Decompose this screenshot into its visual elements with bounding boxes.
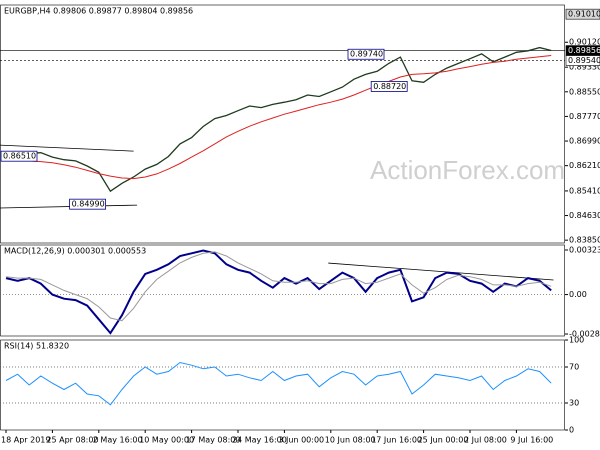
series-line <box>5 251 552 322</box>
x-tick-label: 10 May 00:00 <box>139 436 194 445</box>
panel-frame <box>0 244 565 337</box>
annotation-label: 0.89740 <box>350 50 383 59</box>
y-tick-label: 0.003239 <box>569 246 600 255</box>
price-level-label: 0.89540 <box>568 56 600 65</box>
y-tick-label: 0.89330 <box>569 63 600 72</box>
panel-title: EURGBP,H4 0.89806 0.89877 0.89804 0.8985… <box>4 7 193 16</box>
x-tick-label: 24 May 16:00 <box>232 436 287 445</box>
y-tick-label: 0.87770 <box>569 112 600 121</box>
price-level-box <box>565 8 600 20</box>
x-tick-label: 25 Jun 00:00 <box>418 436 469 445</box>
series-line <box>5 46 552 193</box>
y-tick-label: 0.85410 <box>569 186 600 195</box>
annotation-box <box>347 48 385 60</box>
x-tick-label: 3 Jun 00:00 <box>278 436 324 445</box>
watermark: ActionForex.com <box>370 155 565 185</box>
y-tick-label: 0.86990 <box>569 137 600 146</box>
x-tick-label: 10 Jun 08:00 <box>325 436 376 445</box>
y-tick-label: 0.84630 <box>569 211 600 220</box>
series-line <box>5 249 552 335</box>
price-level-label: 0.91010 <box>568 10 600 19</box>
x-tick-label: 18 Apr 2019 <box>1 436 50 445</box>
price-level-box <box>565 55 600 66</box>
x-tick-label: 17 May 08:00 <box>186 436 241 445</box>
y-tick-label: 100 <box>569 336 584 345</box>
y-tick-label: 0.88550 <box>569 87 600 96</box>
trendline <box>0 144 134 152</box>
annotation-label: 0.88720 <box>373 82 406 91</box>
annotation-box <box>370 81 408 92</box>
y-tick-label: 0.86210 <box>569 161 600 170</box>
y-tick-label: 0.90120 <box>569 38 600 47</box>
y-tick-label: 0.00 <box>569 290 587 299</box>
panel-frame <box>0 4 565 244</box>
trendline <box>328 262 554 281</box>
x-tick-label: 2 Jul 08:00 <box>464 436 507 445</box>
panel-title: RSI(14) 51.8320 <box>4 342 69 351</box>
x-tick-label: 17 Jun 16:00 <box>371 436 422 445</box>
trendline <box>0 204 138 209</box>
annotation-box <box>0 150 38 162</box>
price-level-label: 0.89856 <box>568 46 600 55</box>
y-tick-label: -0.002868 <box>569 330 600 339</box>
x-tick-label: 25 Apr 08:00 <box>46 436 98 445</box>
x-tick-label: 2 May 16:00 <box>93 436 143 445</box>
panel-title: MACD(12,26,9) 0.000301 0.000553 <box>4 247 146 256</box>
panel-frame <box>0 339 565 431</box>
annotation-box <box>69 198 106 210</box>
y-tick-label: 0 <box>569 426 574 435</box>
x-tick-label: 9 Jul 16:00 <box>510 436 553 445</box>
annotation-label: 0.86510 <box>3 152 36 161</box>
annotation-label: 0.84990 <box>72 200 105 209</box>
y-tick-label: 0.83850 <box>569 236 600 245</box>
series-line <box>5 361 552 406</box>
series-line <box>5 55 552 180</box>
y-tick-label: 70 <box>569 363 579 372</box>
y-tick-label: 30 <box>569 399 579 408</box>
